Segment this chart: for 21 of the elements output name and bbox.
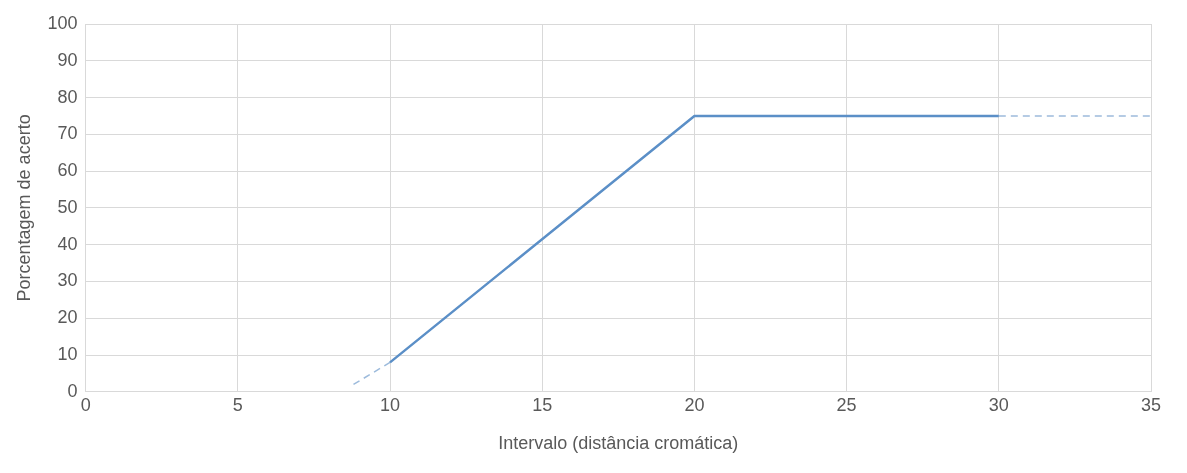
y-tick-label: 0 <box>67 380 78 401</box>
x-tick-label: 35 <box>1140 394 1162 415</box>
y-tick-label: 10 <box>57 343 78 364</box>
y-tick-label: 60 <box>57 160 78 181</box>
x-tick-label: 25 <box>836 394 857 415</box>
y-tick-label: 40 <box>57 233 78 254</box>
y-tick-label: 20 <box>57 307 78 328</box>
x-tick-label: 15 <box>532 394 553 415</box>
y-tick-label: 50 <box>57 196 78 217</box>
y-axis-title: Porcentagem de acerto <box>13 114 34 302</box>
y-tick-label: 70 <box>57 123 78 144</box>
x-tick-label: 30 <box>988 394 1009 415</box>
y-tick-label: 100 <box>47 12 78 33</box>
x-tick-label: 5 <box>232 394 243 415</box>
x-tick-label: 10 <box>380 394 401 415</box>
x-tick-label: 20 <box>684 394 705 415</box>
y-tick-label: 90 <box>57 49 78 70</box>
x-tick-label: 0 <box>80 394 91 415</box>
y-tick-label: 30 <box>57 270 78 291</box>
x-axis-title: Intervalo (distância cromática) <box>498 433 739 454</box>
y-tick-label: 80 <box>57 86 78 107</box>
